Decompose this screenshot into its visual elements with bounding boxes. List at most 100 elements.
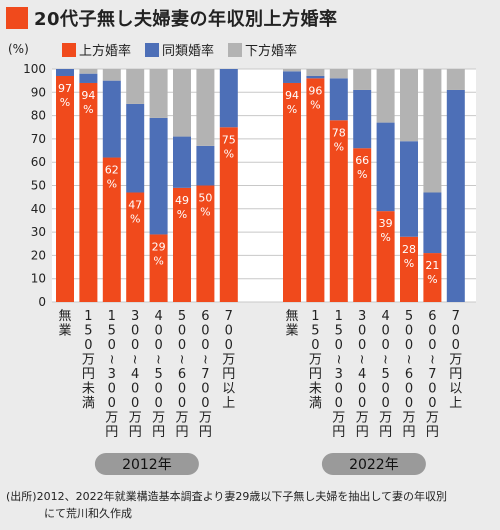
- x-tick-label-char: 円: [449, 367, 462, 382]
- x-tick-label-char: 0: [381, 324, 389, 339]
- y-tick-label: 60: [31, 155, 46, 169]
- data-label-percent: %: [310, 98, 320, 111]
- data-label-percent: %: [334, 140, 344, 153]
- x-tick-label-char: 3: [108, 367, 116, 382]
- x-tick-label-char: 0: [358, 396, 366, 411]
- x-tick-label-char: 5: [381, 367, 389, 382]
- bar-segment: [329, 120, 348, 302]
- x-tick-label-char: 0: [201, 324, 209, 339]
- bar-segment: [283, 69, 301, 72]
- bar-segment: [102, 157, 121, 302]
- x-tick-label-char: 万: [222, 353, 235, 368]
- title-bar: 20代子無し夫婦妻の年収別上方婚率: [6, 6, 338, 30]
- legend-item-downward: 下方婚率: [228, 40, 297, 59]
- x-tick-label-char: 1: [84, 309, 92, 324]
- x-tick-label-char: 0: [131, 338, 139, 353]
- x-tick-label-char: 万: [309, 353, 322, 368]
- x-tick-label-char: 円: [152, 425, 165, 440]
- x-tick-label-char: 万: [356, 411, 369, 426]
- bar-segment: [353, 69, 372, 90]
- x-tick-label-char: 0: [381, 396, 389, 411]
- x-tick-label-char: 以: [222, 382, 235, 397]
- group-label-pill: [94, 453, 199, 475]
- data-label: 94: [81, 89, 95, 102]
- x-tick-label-char: 0: [178, 338, 186, 353]
- data-label-percent: %: [107, 178, 117, 191]
- x-tick-label-char: 3: [335, 367, 343, 382]
- data-label: 97: [58, 82, 72, 95]
- x-tick-label-char: 0: [452, 324, 460, 339]
- x-tick-label-char: 0: [335, 396, 343, 411]
- x-tick-label-char: 0: [154, 396, 162, 411]
- legend-label-downward: 下方婚率: [245, 44, 298, 59]
- x-tick-label-char: 万: [402, 411, 415, 426]
- bar-segment: [102, 69, 121, 81]
- x-tick-label-char: 0: [131, 382, 139, 397]
- bar-segment: [376, 69, 395, 123]
- bar-segment: [56, 69, 74, 76]
- x-tick-label-char: 5: [178, 309, 186, 324]
- x-tick-label-char: 7: [201, 367, 209, 382]
- x-tick-label-char: 0: [154, 338, 162, 353]
- bar-segment: [400, 141, 418, 237]
- footer-line-2: にて荒川和久作成: [44, 507, 132, 520]
- bar-segment: [329, 78, 348, 121]
- x-tick-label-char: 上: [222, 396, 235, 411]
- x-tick-label-char: 0: [311, 338, 319, 353]
- x-tick-label-char: 5: [84, 324, 92, 339]
- bar-segment: [400, 236, 418, 302]
- x-tick-label-char: ~: [424, 354, 439, 365]
- bar-segment: [423, 192, 442, 254]
- data-label-percent: %: [153, 254, 163, 267]
- bar-segment: [306, 78, 325, 302]
- x-tick-label-char: 万: [199, 411, 212, 426]
- x-tick-label-char: 未: [309, 382, 322, 397]
- x-tick-label-char: 1: [108, 309, 116, 324]
- x-tick-label-char: 業: [285, 323, 298, 339]
- x-tick-label-char: 0: [428, 382, 436, 397]
- y-tick-label: 70: [31, 132, 46, 146]
- data-label: 39: [379, 217, 393, 230]
- x-tick-label-char: 満: [309, 396, 322, 411]
- x-tick-label-char: 円: [175, 425, 188, 440]
- bar-segment: [56, 75, 74, 303]
- legend-item-upward: 上方婚率: [62, 40, 131, 59]
- data-label-percent: %: [404, 257, 414, 270]
- x-tick-label-char: 4: [358, 367, 366, 382]
- chart-title: 20代子無し夫婦妻の年収別上方婚率: [34, 9, 338, 30]
- x-tick-label-char: 0: [225, 338, 233, 353]
- bar-segment: [196, 185, 215, 302]
- x-tick-label-char: ~: [127, 354, 142, 365]
- bar-segment: [149, 69, 168, 118]
- bar-segment: [306, 75, 325, 79]
- y-tick-label: 80: [31, 109, 46, 123]
- y-tick-label: 40: [31, 202, 46, 216]
- bar-segment: [219, 127, 238, 302]
- data-label: 62: [105, 164, 119, 177]
- bar-segment: [173, 69, 191, 137]
- x-tick-label-char: 6: [178, 367, 186, 382]
- data-label: 29: [152, 240, 166, 253]
- x-tick-label-char: 0: [178, 382, 186, 397]
- footer-line-1: (出所)2012、2022年就業構造基本調査より妻29歳以下子無し夫婦を抽出して…: [6, 490, 448, 503]
- x-tick-label-char: 0: [405, 324, 413, 339]
- x-tick-label-char: 0: [201, 396, 209, 411]
- x-tick-label-char: 円: [379, 425, 392, 440]
- x-tick-label-char: 無: [58, 309, 71, 324]
- x-tick-label-char: 円: [332, 425, 345, 440]
- bar-segment: [376, 122, 395, 212]
- bar-segment: [446, 89, 465, 302]
- x-tick-label-char: 0: [131, 324, 139, 339]
- x-tick-label-char: ~: [104, 354, 119, 365]
- data-label-percent: %: [224, 147, 234, 160]
- bar-segment: [149, 117, 168, 235]
- x-tick-label-char: 0: [131, 396, 139, 411]
- bar-segment: [126, 192, 145, 302]
- legend-label-upward: 上方婚率: [79, 44, 132, 59]
- legend-swatch-upward: [62, 42, 76, 57]
- x-tick-label-char: 0: [335, 382, 343, 397]
- bar-segment: [306, 69, 325, 76]
- bar-segment: [149, 234, 168, 302]
- data-label-percent: %: [427, 273, 437, 286]
- bar-segment: [353, 89, 372, 149]
